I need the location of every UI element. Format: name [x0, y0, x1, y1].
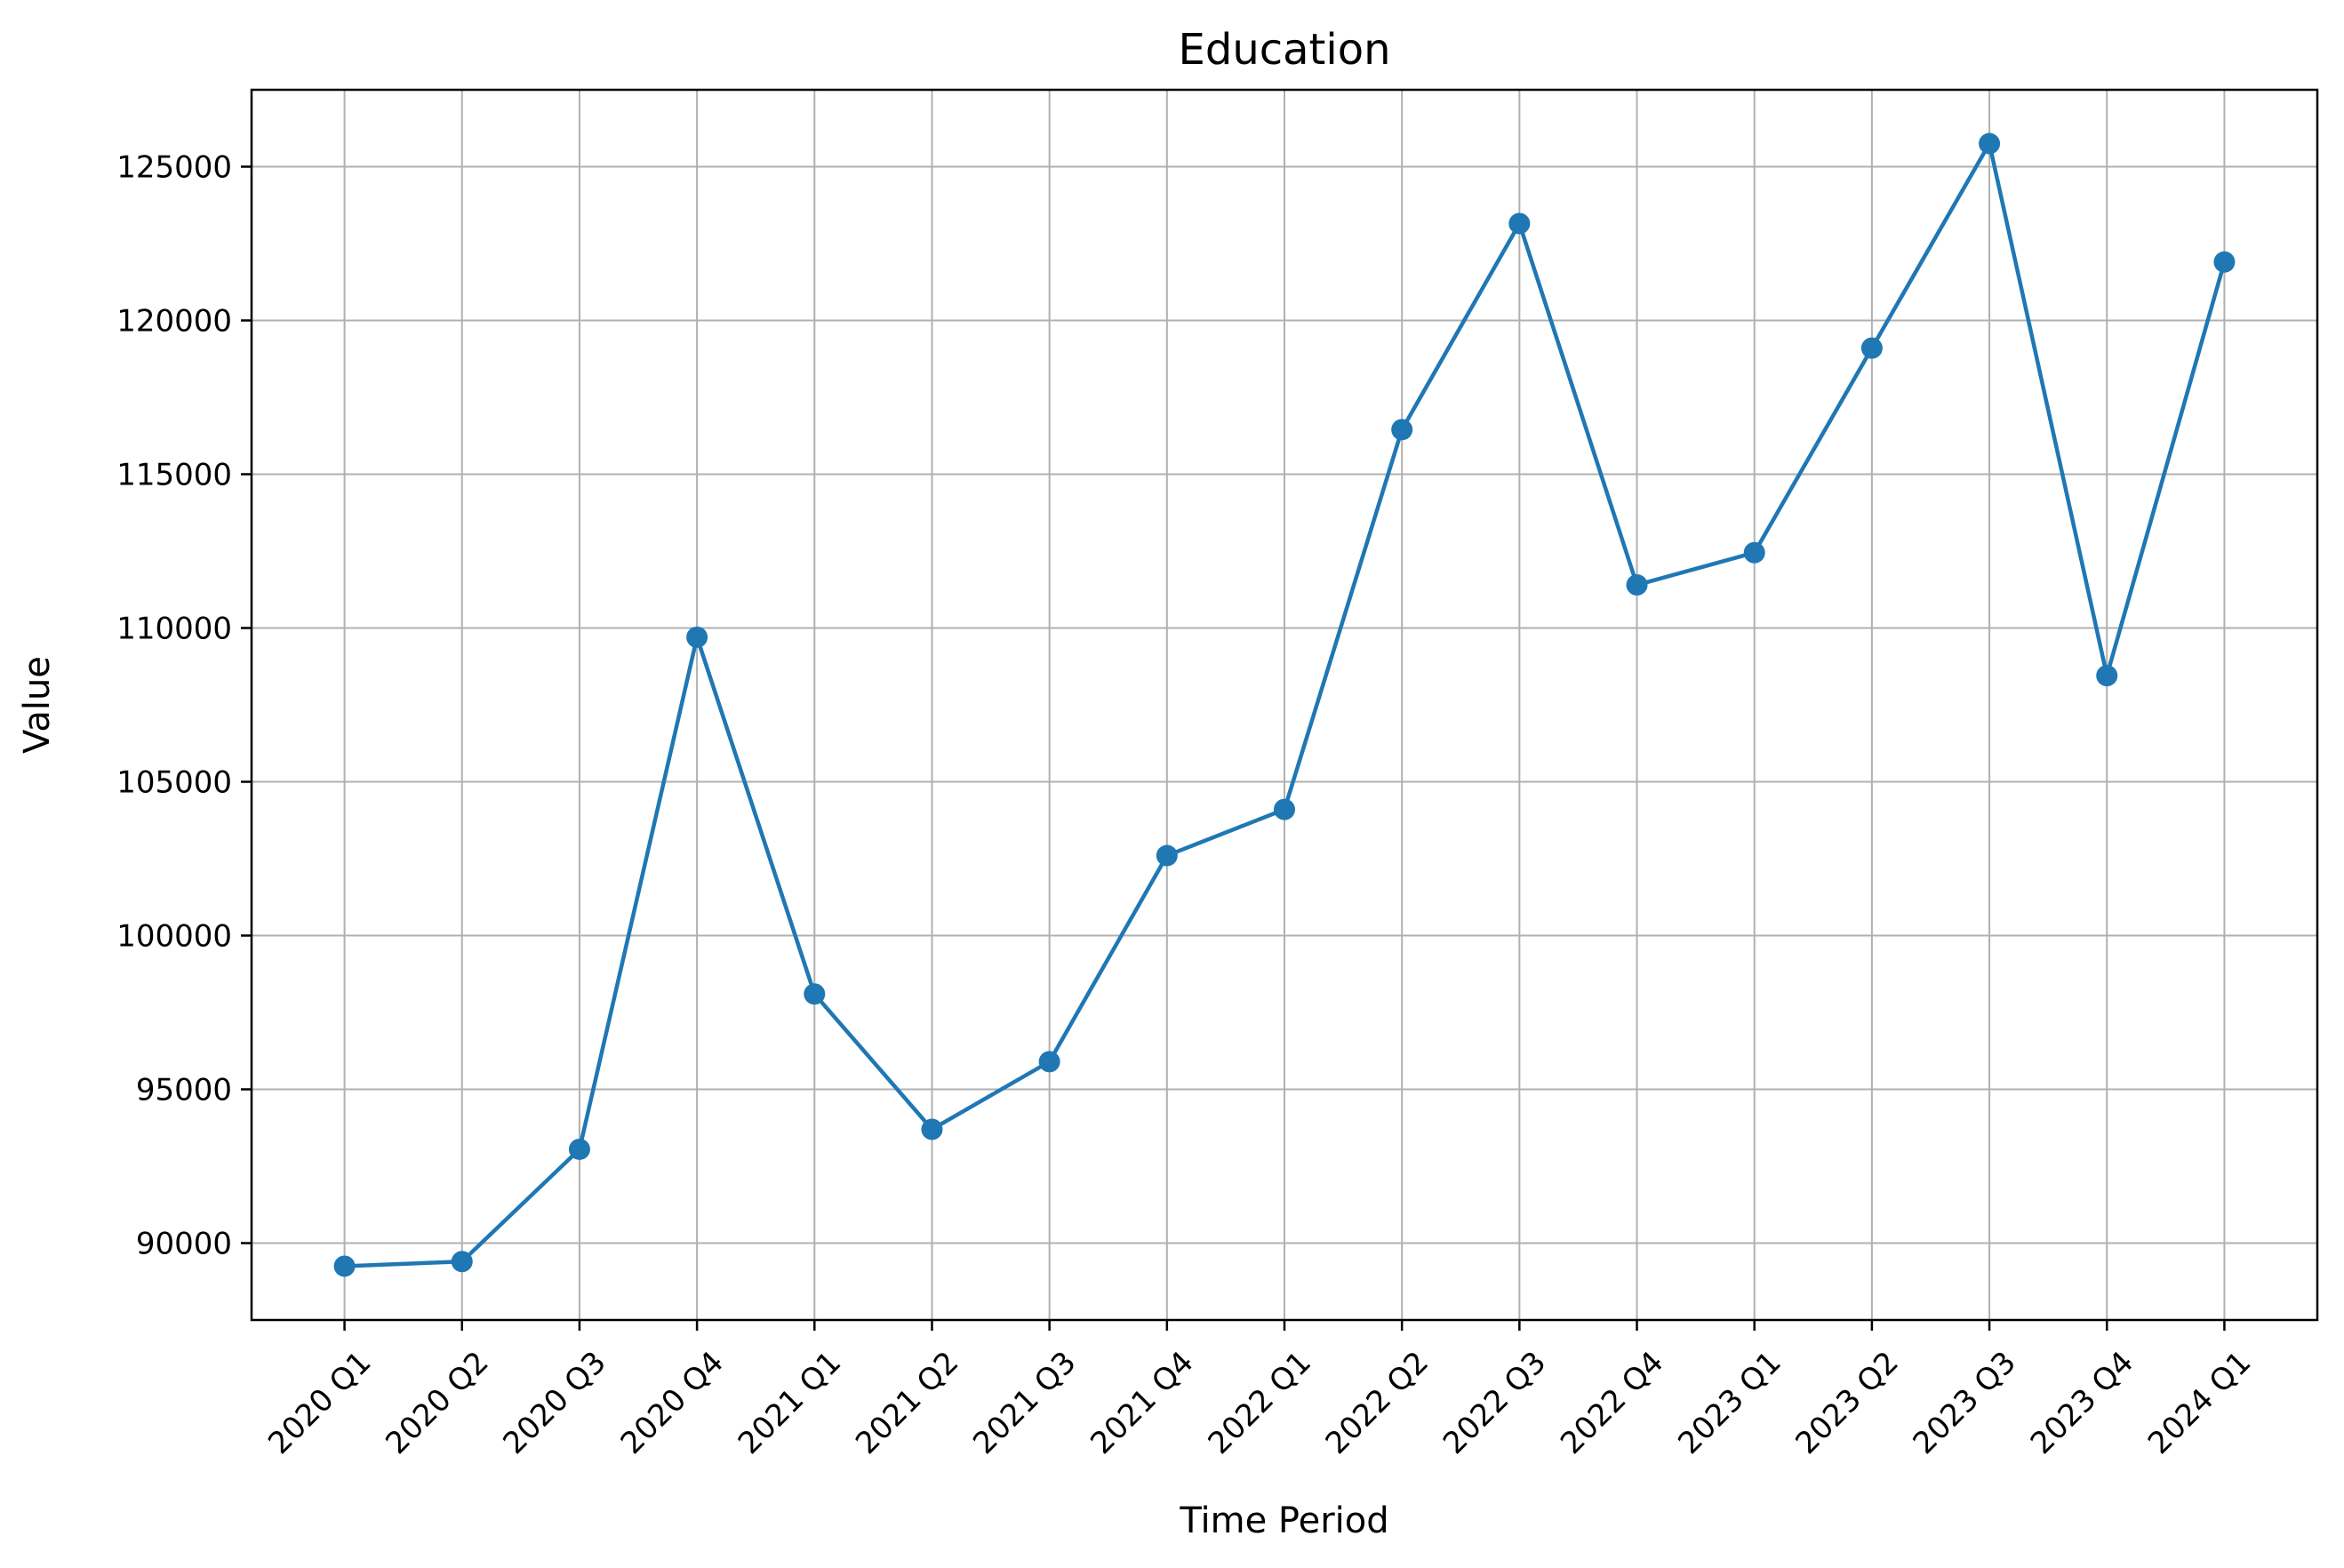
x-tick-label: 2022 Q4: [1554, 1345, 1670, 1461]
x-tick-label: 2023 Q2: [1788, 1345, 1905, 1461]
x-tick-label: 2022 Q3: [1436, 1345, 1553, 1461]
data-point: [568, 1138, 590, 1160]
data-point: [1508, 212, 1531, 235]
data-point: [804, 983, 826, 1005]
y-axis-title: Value: [17, 656, 58, 754]
x-tick-label: 2020 Q4: [614, 1345, 731, 1461]
x-tick-label: 2021 Q4: [1084, 1345, 1200, 1461]
axis-ticks: 90000 95000 100000 105000 110000 115000 120000…: [116, 150, 2258, 1461]
chart-title: Education: [1179, 25, 1391, 75]
x-tick-label: 2024 Q1: [2141, 1345, 2258, 1461]
x-tick-label: 2020 Q3: [496, 1345, 612, 1461]
plot-frame: [250, 88, 2319, 1322]
y-tick-label: 110000: [116, 612, 232, 647]
series-layer: [333, 132, 2236, 1277]
x-tick-label: 2020 Q1: [261, 1345, 378, 1461]
y-tick-label: 90000: [136, 1227, 232, 1262]
data-point: [451, 1251, 473, 1273]
y-tick-label: 95000: [136, 1073, 232, 1108]
x-tick-label: 2023 Q4: [2024, 1345, 2140, 1461]
data-point: [333, 1255, 356, 1277]
y-tick-label: 115000: [116, 458, 232, 493]
data-point: [686, 626, 708, 648]
x-tick-label: 2021 Q3: [966, 1345, 1083, 1461]
x-tick-label: 2022 Q1: [1202, 1345, 1318, 1461]
data-point: [1156, 844, 1178, 867]
data-point: [921, 1118, 943, 1140]
data-point: [1274, 798, 1295, 820]
data-point: [1626, 574, 1648, 596]
y-tick-label: 120000: [116, 304, 232, 340]
data-point: [1979, 132, 2001, 155]
data-point: [1038, 1051, 1060, 1073]
x-tick-label: 2023 Q1: [1671, 1345, 1788, 1461]
y-tick-label: 125000: [116, 150, 232, 186]
x-tick-label: 2021 Q1: [732, 1345, 848, 1461]
x-tick-label: 2021 Q2: [849, 1345, 965, 1461]
y-tick-label: 105000: [116, 765, 232, 801]
x-axis-title: Time Period: [1179, 1500, 1388, 1541]
data-point: [2096, 665, 2118, 687]
x-tick-label: 2020 Q2: [379, 1345, 495, 1461]
y-tick-label: 100000: [116, 919, 232, 955]
grid: [252, 90, 2317, 1320]
data-point: [2213, 251, 2236, 273]
x-tick-label: 2023 Q3: [1907, 1345, 2023, 1461]
x-tick-label: 2022 Q2: [1319, 1345, 1436, 1461]
data-point: [1391, 419, 1413, 441]
data-point: [1860, 337, 1883, 359]
data-point: [1743, 541, 1765, 564]
